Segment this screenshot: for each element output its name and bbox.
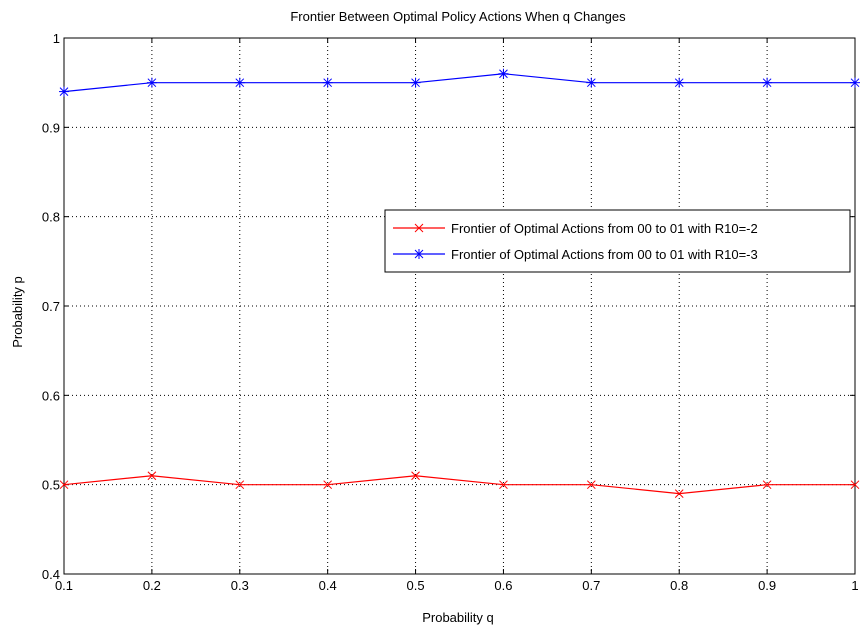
- data-point: [850, 77, 860, 88]
- data-point: [234, 77, 245, 88]
- data-point: [414, 223, 424, 233]
- data-point: [59, 480, 69, 490]
- data-point: [498, 68, 509, 79]
- x-tick-label: 0.6: [494, 578, 512, 593]
- x-tick-label: 0.8: [670, 578, 688, 593]
- data-point: [762, 77, 773, 88]
- series-line: [63, 73, 855, 93]
- data-point: [850, 480, 860, 490]
- legend-label: Frontier of Optimal Actions from 00 to 0…: [451, 221, 758, 236]
- y-tick-label: 0.7: [42, 299, 60, 314]
- x-tick-label: 0.2: [143, 578, 161, 593]
- data-point: [147, 471, 157, 481]
- y-tick-label: 0.8: [42, 210, 60, 225]
- data-point: [323, 480, 333, 490]
- legend: Frontier of Optimal Actions from 00 to 0…: [384, 209, 851, 273]
- data-point: [411, 471, 420, 481]
- series-layer: [59, 68, 860, 498]
- y-tick-label: 0.6: [42, 388, 60, 403]
- data-point: [235, 480, 245, 490]
- data-point: [586, 480, 596, 490]
- grid: [64, 38, 855, 574]
- x-axis-label: Probability q: [422, 610, 494, 625]
- series-1: [59, 471, 860, 498]
- x-tick-label: 0.5: [407, 578, 425, 593]
- y-tick-label: 0.4: [42, 567, 60, 582]
- data-point: [499, 480, 508, 490]
- axis-ticks: 0.1 0.2 0.3 0.4 0.5 0.6 0.7 0.8 0.9 1 0.4 0.5 0.6 0.7…: [42, 31, 859, 593]
- data-point: [322, 77, 333, 88]
- y-axis-label: Probability p: [10, 276, 25, 348]
- series-line: [63, 475, 855, 495]
- data-point: [59, 86, 69, 97]
- y-tick-label: 0.9: [42, 120, 60, 135]
- y-tick-label: 1: [53, 31, 60, 46]
- legend-box: [384, 209, 851, 273]
- data-point: [674, 77, 685, 88]
- x-tick-label: 0.9: [758, 578, 776, 593]
- x-tick-label: 0.7: [582, 578, 600, 593]
- data-point: [674, 489, 684, 498]
- legend-label: Frontier of Optimal Actions from 00 to 0…: [451, 247, 758, 262]
- x-tick-label: 1: [851, 578, 858, 593]
- data-point: [414, 249, 424, 259]
- data-point: [410, 77, 421, 88]
- x-tick-label: 0.3: [231, 578, 249, 593]
- data-point: [146, 77, 157, 88]
- series-2: [59, 68, 860, 97]
- x-tick-label: 0.4: [319, 578, 337, 593]
- legend-entry: Frontier of Optimal Actions from 00 to 0…: [393, 221, 758, 236]
- data-point: [762, 480, 772, 490]
- y-tick-label: 0.5: [42, 478, 60, 493]
- legend-entry: Frontier of Optimal Actions from 00 to 0…: [393, 247, 758, 262]
- x-tick-label: 0.1: [55, 578, 73, 593]
- chart-title: Frontier Between Optimal Policy Actions …: [290, 9, 626, 24]
- data-point: [586, 77, 597, 88]
